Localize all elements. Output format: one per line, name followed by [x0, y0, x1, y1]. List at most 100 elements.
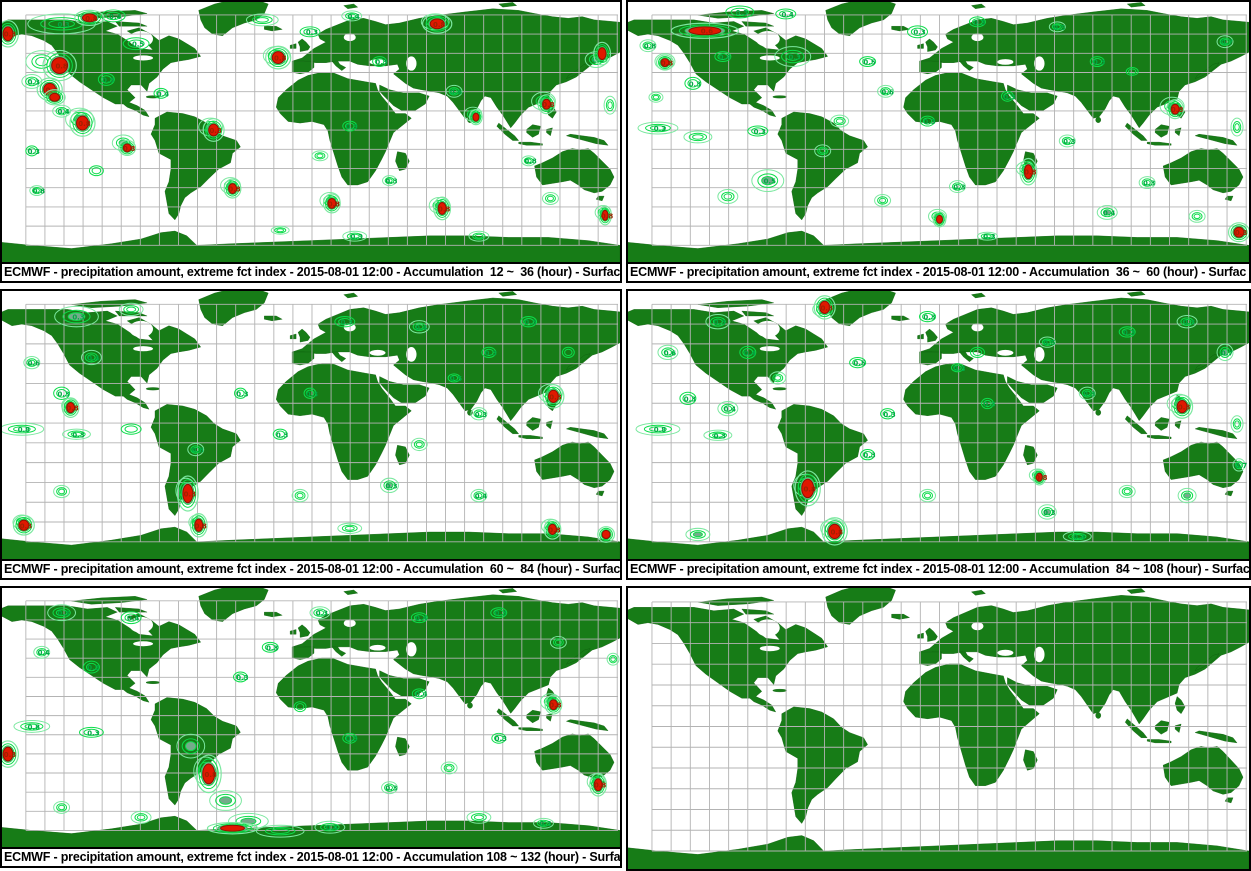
latlon-grid	[25, 600, 619, 831]
panel-accum-108-132: 0.3 0.4 0.4 0.3 0.3 0.4 0.3 0.3 0.8 0.3 0.8 0.8 0.4 0…	[0, 586, 622, 868]
svg-text:0.8: 0.8	[192, 446, 204, 455]
svg-text:0.8: 0.8	[1235, 229, 1248, 237]
map-caption: ECMWF - precipitation amount, extreme fc…	[628, 559, 1249, 578]
svg-text:0.4: 0.4	[326, 824, 338, 832]
latlon-grid	[651, 303, 1248, 543]
world-map: 0.3 0.4 0.6 0.8 0.8 0.3 0.4 0.3 0.3 0.6 0.3 0.5 0.3 0…	[628, 2, 1249, 262]
svg-text:0.8: 0.8	[1024, 169, 1037, 177]
panel-accum-132-156	[626, 586, 1251, 871]
svg-text:0.5: 0.5	[764, 178, 777, 186]
map-caption: ECMWF - precipitation amount, extreme fc…	[628, 262, 1249, 281]
svg-text:0.3: 0.3	[1003, 93, 1016, 101]
svg-text:0.8: 0.8	[55, 62, 67, 70]
svg-text:0.3: 0.3	[276, 430, 288, 439]
svg-text:0.3: 0.3	[754, 128, 767, 136]
svg-text:0.3: 0.3	[306, 29, 318, 37]
world-map	[628, 588, 1249, 869]
world-map: 0.8 0.3 0.3 0.6 0.4 0.3 0.4 0.8 0.3 0.3 0.5 0.5 0.3 0…	[628, 291, 1249, 559]
svg-text:0.6: 0.6	[28, 359, 40, 368]
contour-field: 0.3 0.4 0.6 0.8 0.8 0.3 0.4 0.3 0.3 0.6 0.3 0.5 0.3 0…	[637, 5, 1249, 243]
svg-text:0.4: 0.4	[157, 90, 169, 98]
svg-text:0.8: 0.8	[661, 60, 674, 68]
svg-text:0.3: 0.3	[316, 610, 328, 618]
svg-text:0.5: 0.5	[132, 41, 144, 49]
svg-text:0.4: 0.4	[719, 54, 732, 62]
svg-text:0.3: 0.3	[883, 410, 895, 419]
panel-accum-12-36: 0.3 0.4 0.8 0.8 0.8 0.8 0.3 0.8 0.4 0.5 0.3 0.4 0.8 0…	[0, 0, 622, 283]
svg-text:0.3: 0.3	[341, 318, 353, 327]
svg-text:0.3: 0.3	[346, 735, 358, 743]
svg-text:0.3: 0.3	[1043, 508, 1055, 517]
svg-text:0.8: 0.8	[820, 303, 832, 312]
contour-field: 0.3 0.6 0.4 0.3 0.8 0.8 0.3 0.8 0.8 0.8 0.8 0.3 0.3 0…	[2, 302, 616, 543]
svg-text:0.8: 0.8	[20, 521, 32, 530]
svg-text:0.3: 0.3	[385, 785, 397, 793]
svg-text:0.3: 0.3	[684, 394, 696, 403]
svg-text:0.3: 0.3	[385, 178, 397, 186]
svg-text:0.8: 0.8	[548, 525, 560, 534]
svg-text:0.8: 0.8	[28, 723, 40, 731]
svg-text:0.8: 0.8	[66, 404, 78, 413]
svg-text:0.8: 0.8	[85, 15, 97, 23]
svg-text:0.3: 0.3	[983, 400, 995, 409]
latlon-grid	[25, 303, 619, 543]
svg-text:0.3: 0.3	[1093, 59, 1106, 67]
svg-text:0.3: 0.3	[57, 389, 69, 398]
svg-text:0.3: 0.3	[346, 123, 358, 131]
svg-text:0.3: 0.3	[102, 76, 114, 84]
svg-text:0.8: 0.8	[209, 127, 221, 135]
svg-text:0.8: 0.8	[804, 484, 816, 493]
svg-text:0.8: 0.8	[433, 21, 445, 29]
svg-text:0.3: 0.3	[87, 664, 99, 672]
svg-text:0.3: 0.3	[475, 410, 487, 419]
svg-text:0.7: 0.7	[1221, 39, 1234, 47]
svg-text:0.8: 0.8	[123, 145, 135, 153]
svg-text:0.3: 0.3	[485, 348, 497, 357]
svg-text:0.4: 0.4	[782, 11, 795, 19]
svg-text:0.5: 0.5	[853, 359, 865, 368]
svg-text:0.3: 0.3	[863, 451, 875, 460]
svg-text:0.6: 0.6	[701, 28, 714, 36]
latlon-grid	[651, 601, 1248, 852]
svg-text:0.3: 0.3	[689, 80, 702, 88]
svg-text:0.3: 0.3	[714, 318, 726, 327]
svg-text:0.8: 0.8	[438, 205, 450, 213]
svg-text:0.4: 0.4	[57, 108, 69, 116]
contour-field: 0.8 0.3 0.3 0.6 0.4 0.3 0.4 0.8 0.3 0.3 0.5 0.5 0.3 0…	[635, 295, 1247, 546]
svg-text:0.8: 0.8	[644, 43, 657, 51]
svg-text:0.3: 0.3	[266, 644, 278, 652]
svg-text:0.3: 0.3	[1123, 328, 1135, 337]
svg-text:0.3: 0.3	[72, 313, 84, 322]
svg-text:0.8: 0.8	[1171, 106, 1184, 114]
svg-text:0.4: 0.4	[348, 13, 360, 21]
svg-text:0.7: 0.7	[1235, 461, 1247, 470]
svg-text:0.8: 0.8	[1178, 403, 1190, 412]
svg-text:0.8: 0.8	[549, 392, 561, 401]
map-caption: ECMWF - precipitation amount, extreme fc…	[2, 847, 620, 866]
svg-text:0.3: 0.3	[87, 729, 99, 737]
svg-text:0.3: 0.3	[923, 118, 936, 126]
svg-text:0.8: 0.8	[830, 527, 842, 536]
map-caption: ECMWF - precipitation amount, extreme fc…	[2, 559, 620, 578]
svg-text:0.3: 0.3	[789, 54, 802, 62]
svg-text:0.8: 0.8	[274, 55, 286, 63]
svg-text:0.3: 0.3	[1143, 180, 1156, 188]
svg-text:0.3: 0.3	[375, 59, 387, 67]
svg-text:0.3: 0.3	[495, 735, 507, 743]
svg-text:0.8: 0.8	[549, 702, 561, 710]
svg-text:0.8: 0.8	[654, 425, 666, 434]
svg-text:0.8: 0.8	[542, 101, 554, 109]
svg-text:0.3: 0.3	[28, 78, 40, 86]
svg-text:0.4: 0.4	[127, 615, 139, 623]
svg-text:0.3: 0.3	[923, 313, 935, 322]
svg-text:0.8: 0.8	[1035, 473, 1047, 482]
latlon-grid	[651, 14, 1248, 246]
svg-text:0.8: 0.8	[18, 425, 30, 434]
svg-text:0.8: 0.8	[228, 186, 240, 194]
svg-text:0.5: 0.5	[450, 374, 462, 383]
panel-accum-84-108: 0.8 0.3 0.3 0.6 0.4 0.3 0.4 0.8 0.3 0.3 0.5 0.5 0.3 0…	[626, 289, 1251, 580]
world-map: 0.3 0.4 0.4 0.3 0.3 0.4 0.3 0.3 0.8 0.3 0.8 0.8 0.4 0…	[2, 588, 620, 847]
svg-text:0.4: 0.4	[415, 323, 427, 332]
svg-text:0.3: 0.3	[72, 430, 84, 439]
